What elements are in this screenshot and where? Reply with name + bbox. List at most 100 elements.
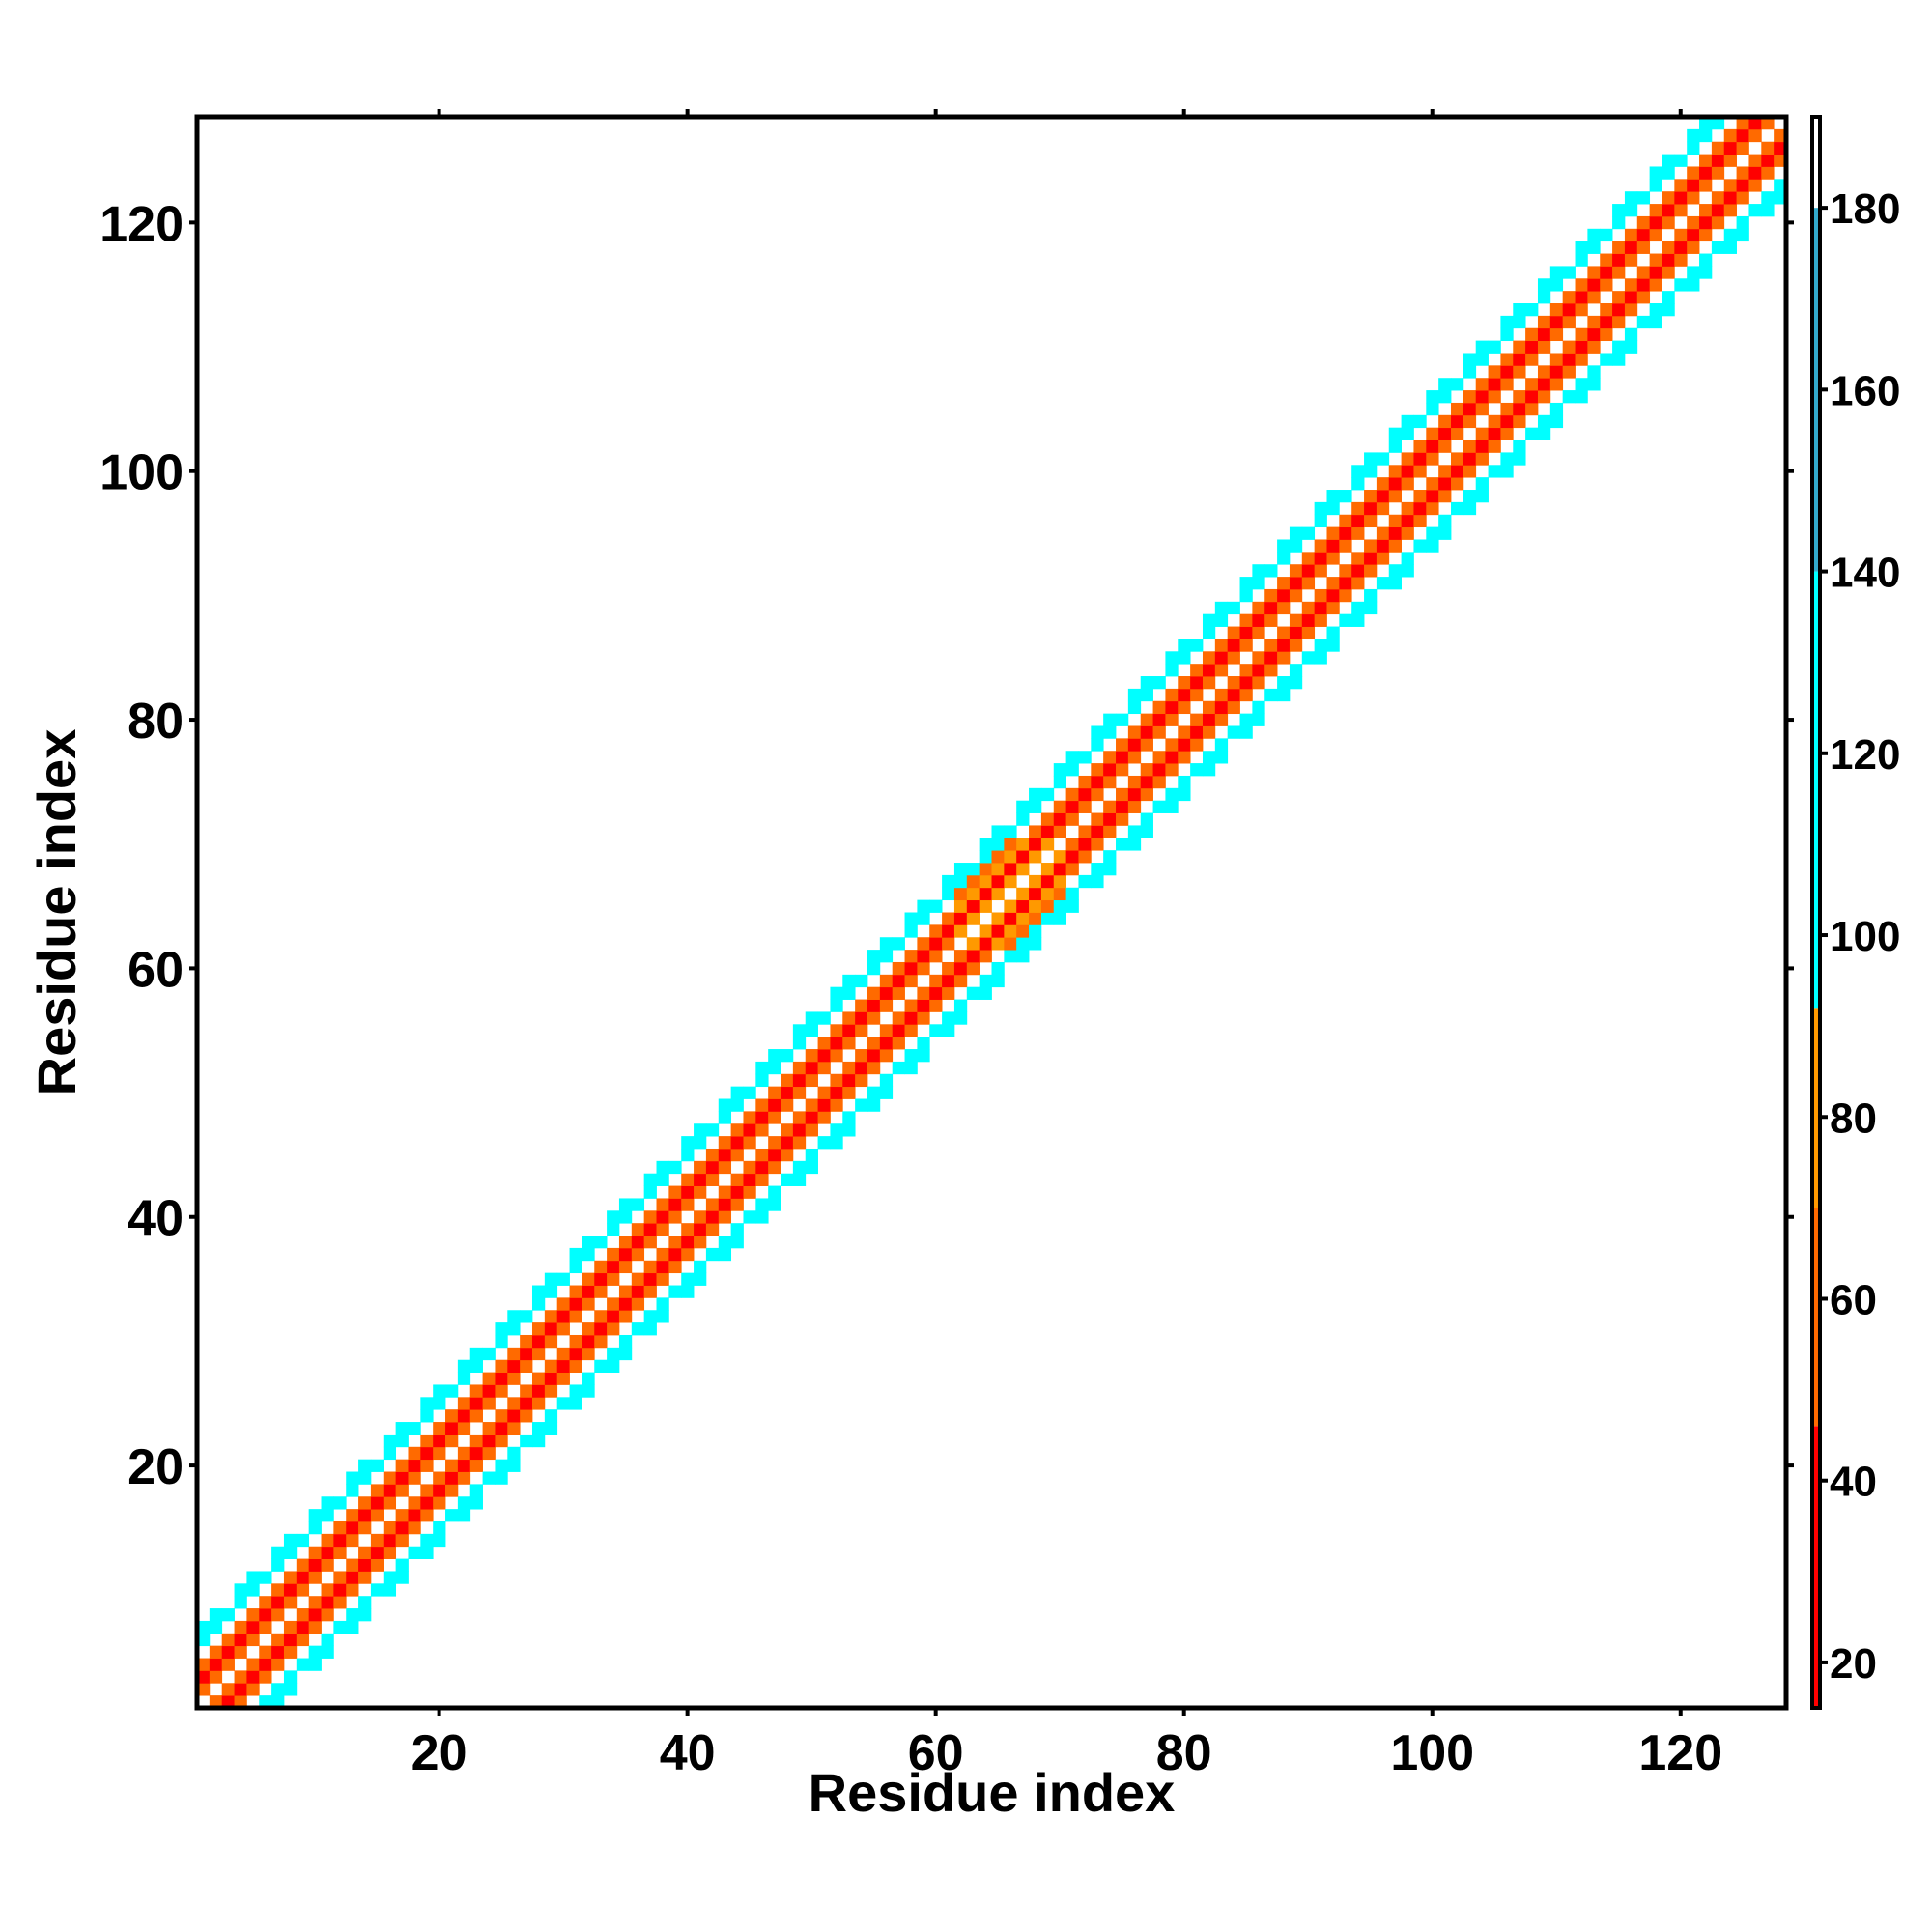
heatmap-cell <box>395 1533 409 1548</box>
heatmap-cell <box>271 1683 285 1696</box>
heatmap-cell <box>792 1086 807 1099</box>
heatmap-cell <box>420 1459 434 1472</box>
heatmap-cell <box>209 1670 223 1684</box>
heatmap-cell <box>892 937 905 951</box>
heatmap-cell <box>346 1608 359 1622</box>
heatmap-cell <box>1314 651 1327 665</box>
heatmap-cell <box>1029 874 1042 889</box>
heatmap-cell <box>781 1086 794 1099</box>
heatmap-cell <box>1116 713 1129 726</box>
heatmap-cell <box>594 1272 608 1286</box>
heatmap-cell <box>1264 639 1278 652</box>
heatmap-cell <box>1636 291 1651 304</box>
heatmap-cell <box>383 1496 397 1510</box>
heatmap-cell <box>1463 490 1477 503</box>
heatmap-cell <box>1239 676 1253 690</box>
heatmap-cell <box>1277 601 1291 615</box>
heatmap-cell <box>383 1583 397 1597</box>
heatmap-cell <box>730 1185 744 1199</box>
heatmap-cell <box>271 1645 285 1659</box>
heatmap-cell <box>1549 278 1564 292</box>
heatmap-cell <box>718 1148 732 1162</box>
heatmap-cell <box>1364 552 1378 565</box>
heatmap-cell <box>618 1347 633 1361</box>
heatmap-cell <box>1165 713 1179 726</box>
heatmap-cell <box>1202 700 1216 715</box>
heatmap-cell <box>1016 924 1030 938</box>
heatmap-cell <box>197 1633 211 1647</box>
heatmap-cell <box>495 1322 508 1336</box>
heatmap-cell <box>1178 751 1191 764</box>
heatmap-cell <box>681 1185 695 1199</box>
heatmap-cell <box>1351 564 1365 578</box>
heatmap-cell <box>383 1471 397 1485</box>
heatmap-cell <box>917 899 930 913</box>
heatmap-cell <box>1699 228 1713 242</box>
heatmap-cell <box>1438 414 1452 429</box>
heatmap-cell <box>781 1073 794 1088</box>
heatmap-cell <box>1127 738 1142 752</box>
heatmap-cell <box>1239 626 1253 639</box>
heatmap-cell <box>1649 228 1662 242</box>
heatmap-cell <box>1451 501 1464 516</box>
heatmap-cell <box>879 1024 894 1037</box>
heatmap-cell <box>1488 390 1501 404</box>
heatmap-cell <box>469 1459 483 1472</box>
heatmap-cell <box>197 1658 211 1671</box>
heatmap-cell <box>1364 588 1378 603</box>
heatmap-cell <box>271 1583 285 1597</box>
heatmap-cell <box>1562 315 1576 329</box>
heatmap-cell <box>1475 390 1489 404</box>
heatmap-cell <box>569 1334 582 1349</box>
heatmap-cell <box>395 1471 409 1485</box>
heatmap-cell <box>1376 490 1390 503</box>
heatmap-cell <box>942 924 955 938</box>
heatmap-cell <box>531 1322 546 1336</box>
heatmap-cell <box>358 1509 372 1522</box>
heatmap-cell <box>1239 713 1253 726</box>
heatmap-cell <box>1277 552 1291 565</box>
heatmap-cell <box>321 1645 334 1659</box>
heatmap-cell <box>1723 228 1737 242</box>
heatmap-cell <box>544 1359 558 1373</box>
heatmap-cell <box>1140 688 1153 702</box>
heatmap-cell <box>805 1148 818 1162</box>
heatmap-cell <box>358 1496 372 1510</box>
heatmap-cell <box>1140 725 1153 739</box>
heatmap-cell <box>1438 465 1452 478</box>
heatmap-cell <box>694 1260 707 1274</box>
heatmap-cell <box>953 887 968 901</box>
heatmap-cell <box>1190 664 1204 677</box>
heatmap-cell <box>1388 514 1402 528</box>
heatmap-cell <box>1438 378 1452 391</box>
heatmap-cell <box>1301 651 1316 665</box>
heatmap-cell <box>631 1285 645 1298</box>
heatmap-cell <box>531 1372 546 1385</box>
heatmap-cell <box>892 974 905 988</box>
heatmap-cell <box>197 1683 211 1696</box>
heatmap-cell <box>1711 154 1725 167</box>
heatmap-cell <box>1091 775 1104 789</box>
heatmap-cell <box>607 1359 620 1373</box>
heatmap-cell <box>705 1198 720 1211</box>
heatmap-cell <box>1190 676 1204 690</box>
heatmap-cell <box>1438 390 1452 404</box>
heatmap-cell <box>1488 440 1501 453</box>
heatmap-cell <box>544 1334 558 1349</box>
heatmap-cell <box>1562 291 1576 304</box>
heatmap-cell <box>1636 228 1651 242</box>
heatmap-cell <box>781 1123 794 1137</box>
heatmap-cell <box>420 1484 434 1497</box>
heatmap-cell <box>1252 651 1265 665</box>
heatmap-cell <box>283 1583 298 1597</box>
heatmap-cell <box>966 874 980 889</box>
heatmap-cell <box>495 1422 508 1435</box>
heatmap-cell <box>991 937 1005 951</box>
heatmap-cell <box>1227 688 1240 702</box>
heatmap-cell <box>234 1620 247 1634</box>
heatmap-cell <box>1513 452 1526 466</box>
heatmap-cell <box>705 1247 720 1262</box>
heatmap-cell <box>1513 315 1526 329</box>
heatmap-cell <box>1277 588 1291 603</box>
heatmap-cell <box>1600 315 1613 329</box>
